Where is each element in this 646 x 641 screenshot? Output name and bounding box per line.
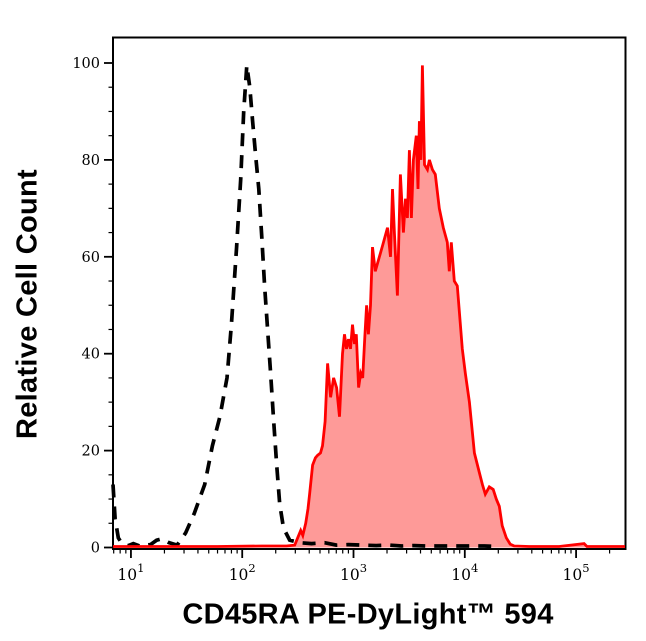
sample-outline-curve [113, 65, 625, 548]
y-axis-tick-label: 0 [91, 541, 100, 557]
y-axis-title: Relative Cell Count [11, 169, 44, 439]
sample-filled-area [113, 65, 625, 548]
y-axis-tick-label: 20 [82, 444, 100, 460]
x-axis-tick-label: 103 [340, 561, 367, 584]
y-axis-tick-label: 100 [72, 56, 100, 72]
x-axis-tick-label: 104 [451, 561, 478, 584]
y-axis-tick-label: 80 [82, 153, 100, 169]
x-axis-tick-label: 102 [229, 561, 256, 584]
y-axis-tick-label: 60 [82, 250, 100, 266]
plot-border [112, 36, 627, 550]
control-dashed-curve [111, 65, 499, 549]
x-axis-tick-label: 105 [563, 561, 590, 584]
y-axis-tick-label: 40 [82, 347, 100, 363]
x-axis-tick-label: 101 [117, 561, 144, 584]
x-axis-title: CD45RA PE-DyLight™ 594 [182, 598, 554, 631]
